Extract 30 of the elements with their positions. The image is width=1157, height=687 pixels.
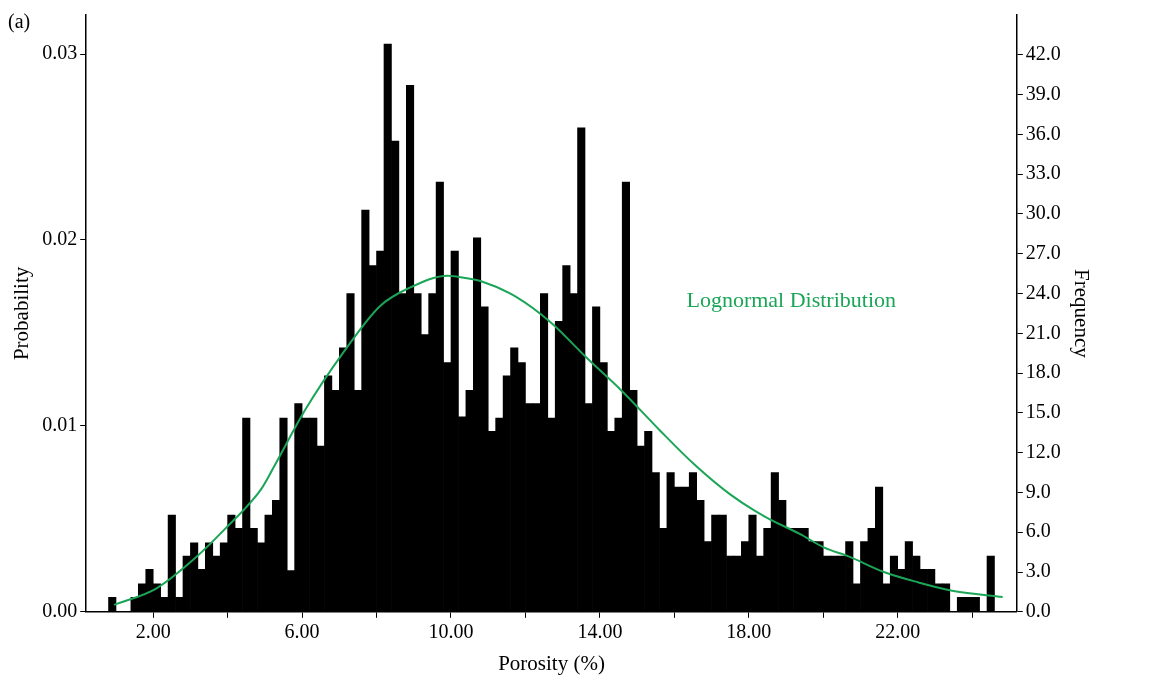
y-tick-label: 0.00 [42, 599, 78, 622]
y2-axis-title: Frequency [1069, 269, 1094, 359]
y2-tick-label: 12.0 [1025, 439, 1061, 462]
y2-tick-label: 0.0 [1025, 599, 1051, 622]
text: Lognormal Distribution [686, 287, 897, 313]
y2-tick-label: 42.0 [1025, 42, 1061, 65]
y-axis-title: Probability [9, 266, 34, 361]
y2-tick-label: 36.0 [1025, 121, 1061, 144]
y2-tick-label: 18.0 [1025, 360, 1061, 383]
y2-tick-label: 27.0 [1025, 240, 1061, 263]
y2-tick-label: 21.0 [1025, 320, 1061, 343]
y2-tick-label: 6.0 [1025, 519, 1051, 542]
y-tick-label: 0.03 [42, 41, 78, 64]
y2-tick-label: 3.0 [1025, 559, 1051, 582]
x-tick-label: 22.00 [875, 620, 921, 643]
y2-tick-label: 33.0 [1025, 161, 1061, 184]
y2-tick-label: 15.0 [1025, 400, 1061, 423]
x-tick-label: 18.00 [726, 620, 772, 643]
x-tick-label: 2.00 [135, 620, 171, 643]
text: (a) [8, 10, 31, 33]
y2-tick-label: 39.0 [1025, 81, 1061, 104]
y-tick-label: 0.02 [42, 227, 78, 250]
y2-tick-label: 30.0 [1025, 201, 1061, 224]
x-tick-label: 10.00 [428, 620, 474, 643]
y2-tick-label: 9.0 [1025, 479, 1051, 502]
y-tick-label: 0.01 [42, 413, 78, 436]
y2-tick-label: 24.0 [1025, 280, 1061, 303]
x-tick-label: 14.00 [577, 620, 623, 643]
x-tick-label: 6.00 [284, 620, 320, 643]
x-axis-title: Porosity (%) [498, 650, 605, 675]
